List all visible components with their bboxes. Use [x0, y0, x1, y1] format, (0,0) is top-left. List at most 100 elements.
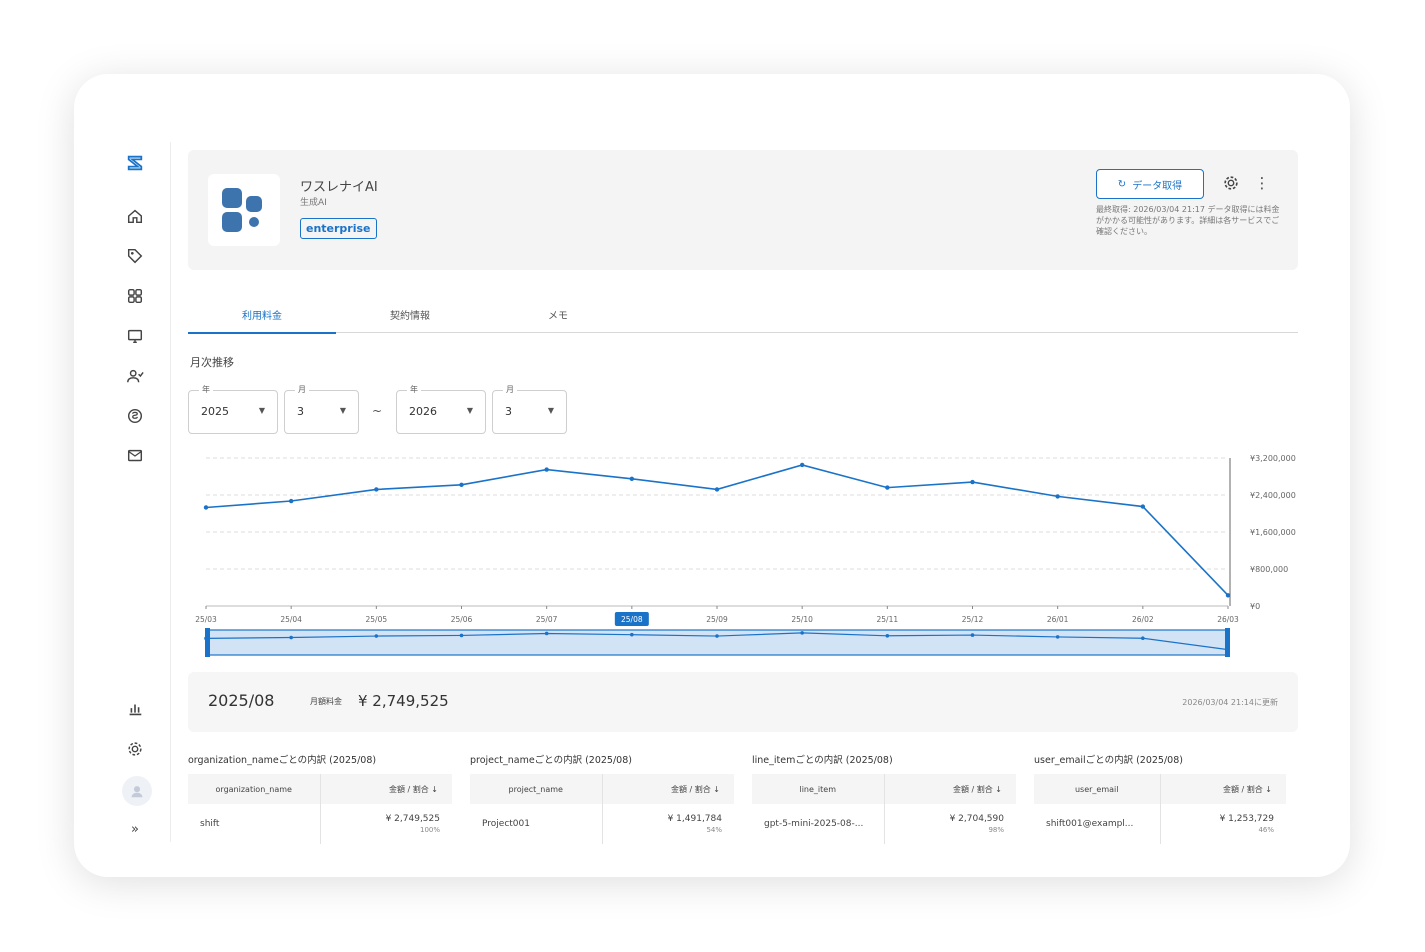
brush-point	[1141, 636, 1145, 641]
summary-updated: 2026/03/04 21:14に更新	[1182, 698, 1278, 707]
amount-header-label: 金額 / 割合	[670, 784, 711, 794]
monthly-line-chart[interactable]: ¥3,200,000 ¥2,400,000 ¥1,600,000 ¥800,000 ¥0…	[188, 440, 1298, 660]
x-tick-label: 25/10	[791, 615, 813, 624]
tab-memo[interactable]: メモ	[548, 311, 568, 322]
caret-down-icon: ▼	[547, 406, 554, 415]
from-month-value: 3	[297, 405, 304, 418]
amount-column-header[interactable]: 金額 / 割合 ↓	[1160, 774, 1286, 804]
arrow-down-icon: ↓	[1265, 784, 1272, 794]
gear-icon[interactable]	[124, 738, 146, 760]
summary-month: 2025/08	[208, 691, 275, 710]
brand-logo-icon[interactable]	[124, 152, 146, 174]
amount-header-label: 金額 / 割合	[1222, 784, 1263, 794]
brush-point	[715, 634, 719, 638]
x-tick-label: 25/11	[877, 615, 899, 624]
column-header[interactable]: line_item	[752, 774, 885, 804]
amount-value: ¥ 2,704,590	[949, 814, 1004, 824]
tab-usage-fee[interactable]: 利用料金	[188, 296, 336, 334]
y-tick-label: ¥0	[1250, 602, 1260, 611]
to-month-value: 3	[505, 405, 512, 418]
tag-icon[interactable]	[124, 245, 146, 267]
fetch-info-text: 最終取得: 2026/03/04 21:17 データ取得には料金がかかる可能性が…	[1096, 205, 1280, 236]
x-tick-label: 25/09	[706, 615, 728, 624]
arrow-down-icon: ↓	[995, 784, 1002, 794]
app-logo	[208, 174, 280, 246]
row-name: shift001@exampl...	[1034, 804, 1161, 844]
data-point	[629, 476, 635, 482]
column-header[interactable]: project_name	[470, 774, 603, 804]
breakdown-line-item: line_itemごとの内訳 (2025/08) line_item 金額 / …	[752, 752, 1016, 844]
data-point	[1225, 593, 1231, 598]
amount-column-header[interactable]: 金額 / 割合 ↓	[884, 774, 1016, 804]
amount-column-header[interactable]: 金額 / 割合 ↓	[320, 774, 452, 804]
table-row[interactable]: shift ¥ 2,749,525 100%	[188, 804, 452, 844]
breakdown-title: user_emailごとの内訳 (2025/08)	[1034, 755, 1183, 766]
amount-value: ¥ 1,491,784	[667, 814, 722, 824]
brush-point	[630, 632, 634, 637]
mail-check-icon[interactable]	[124, 445, 146, 467]
x-tick-label: 25/06	[451, 615, 473, 624]
range-separator: ~	[372, 404, 383, 418]
tab-contract-info[interactable]: 契約情報	[390, 311, 430, 322]
data-point	[544, 467, 549, 472]
brush-point	[1055, 635, 1060, 639]
row-name: shift	[188, 804, 321, 844]
percent-value: 54%	[706, 826, 722, 834]
brush-handle-right	[1225, 628, 1230, 657]
monitor-icon[interactable]	[124, 325, 146, 347]
data-point	[970, 479, 975, 485]
data-point	[374, 487, 379, 492]
month-summary: 2025/08 月額料金 ¥ 2,749,525 2026/03/04 21:1…	[188, 672, 1298, 732]
bar-chart-icon[interactable]	[124, 698, 146, 720]
caret-down-icon: ▼	[258, 406, 265, 415]
column-header[interactable]: organization_name	[188, 774, 321, 804]
more-vert-icon[interactable]: ⋮	[1254, 174, 1270, 192]
arrow-down-icon: ↓	[431, 784, 438, 794]
home-icon[interactable]	[124, 205, 146, 227]
table-row[interactable]: Project001 ¥ 1,491,784 54%	[470, 804, 734, 844]
breakdown-title: project_nameごとの内訳 (2025/08)	[470, 755, 632, 766]
from-year-select[interactable]: 年 2025 ▼	[188, 384, 278, 434]
app-category: 生成AI	[300, 198, 327, 208]
settings-gear-icon[interactable]	[1222, 174, 1242, 194]
from-year-label: 年	[199, 384, 213, 395]
table-row[interactable]: gpt-5-mini-2025-08-... ¥ 2,704,590 98%	[752, 804, 1016, 844]
percent-value: 46%	[1258, 826, 1274, 834]
x-tick-label: 25/05	[366, 615, 388, 624]
brush-point	[544, 631, 549, 636]
table-row[interactable]: shift001@exampl... ¥ 1,253,729 46%	[1034, 804, 1286, 844]
series-line	[205, 464, 1229, 596]
x-tick-label: 25/08	[621, 615, 643, 624]
expand-sidebar-icon[interactable]: »	[131, 821, 139, 837]
to-year-select[interactable]: 年 2026 ▼	[396, 384, 486, 434]
to-month-select[interactable]: 月 3 ▼	[492, 384, 567, 434]
x-tick-label: 26/01	[1047, 615, 1069, 624]
row-name: Project001	[470, 804, 603, 844]
app-window: » ワスレナイAI 生成AI enterprise ↻ データ取得 ⋮ 最終取得…	[74, 74, 1350, 877]
y-tick-label: ¥1,600,000	[1250, 528, 1296, 537]
caret-down-icon: ▼	[466, 406, 473, 415]
y-tick-label: ¥800,000	[1250, 565, 1288, 574]
user-check-icon[interactable]	[124, 365, 146, 387]
app-header: ワスレナイAI 生成AI enterprise ↻ データ取得 ⋮ 最終取得: …	[188, 150, 1298, 270]
data-point	[459, 482, 464, 488]
breakdown-organization: organization_nameごとの内訳 (2025/08) organiz…	[188, 752, 452, 844]
amount-value: ¥ 1,253,729	[1219, 814, 1274, 824]
data-point	[714, 487, 720, 492]
brush-point	[970, 633, 975, 637]
column-header[interactable]: user_email	[1034, 774, 1161, 804]
amount-column-header[interactable]: 金額 / 割合 ↓	[602, 774, 734, 804]
x-tick-label: 25/07	[536, 615, 558, 624]
row-amount: ¥ 2,749,525 100%	[320, 804, 452, 844]
apps-grid-icon[interactable]	[124, 285, 146, 307]
fetch-data-button[interactable]: ↻ データ取得	[1096, 169, 1204, 199]
avatar[interactable]	[122, 776, 152, 806]
currency-icon[interactable]	[124, 405, 146, 427]
data-point	[288, 498, 294, 504]
summary-label: 月額料金	[310, 697, 342, 706]
from-month-select[interactable]: 月 3 ▼	[284, 384, 359, 434]
data-point	[203, 505, 209, 510]
arrow-down-icon: ↓	[713, 784, 720, 794]
sidebar: »	[114, 144, 164, 854]
summary-amount: ¥ 2,749,525	[358, 692, 449, 710]
